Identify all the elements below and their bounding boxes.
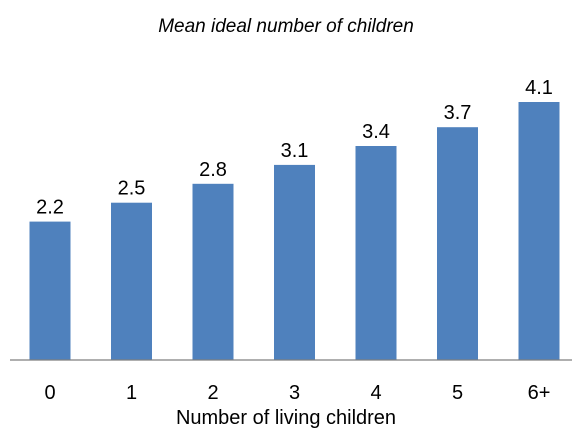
x-tick-labels-group: 0 1 2 3 4 5 6+ (44, 382, 550, 404)
x-tick-label-5: 5 (452, 382, 463, 404)
data-label-0: 2.2 (36, 197, 64, 219)
bar-0 (29, 221, 71, 360)
x-tick-label-0: 0 (44, 382, 55, 404)
x-tick-label-4: 4 (370, 382, 381, 404)
bar-4 (355, 146, 397, 360)
x-tick-label-3: 3 (289, 382, 300, 404)
x-tick-label-1: 1 (126, 382, 137, 404)
bar-1 (111, 202, 152, 360)
data-label-5: 3.7 (444, 102, 472, 124)
bar-2 (192, 183, 234, 360)
data-labels-group: 2.2 2.5 2.8 3.1 3.4 3.7 4.1 (36, 77, 553, 219)
x-tick-label-6+: 6+ (528, 382, 551, 404)
chart-title: Mean ideal number of children (158, 16, 414, 37)
data-label-6+: 4.1 (525, 77, 553, 99)
data-label-4: 3.4 (362, 121, 390, 143)
data-label-3: 3.1 (281, 140, 309, 162)
bar-3 (274, 164, 315, 360)
x-axis-title: Number of living children (175, 407, 397, 429)
bar-5 (437, 127, 478, 360)
bar-6+ (518, 102, 560, 360)
x-tick-label-2: 2 (207, 382, 218, 404)
bars-group (29, 102, 560, 360)
data-label-2: 2.8 (199, 159, 227, 181)
data-label-1: 2.5 (118, 178, 146, 200)
